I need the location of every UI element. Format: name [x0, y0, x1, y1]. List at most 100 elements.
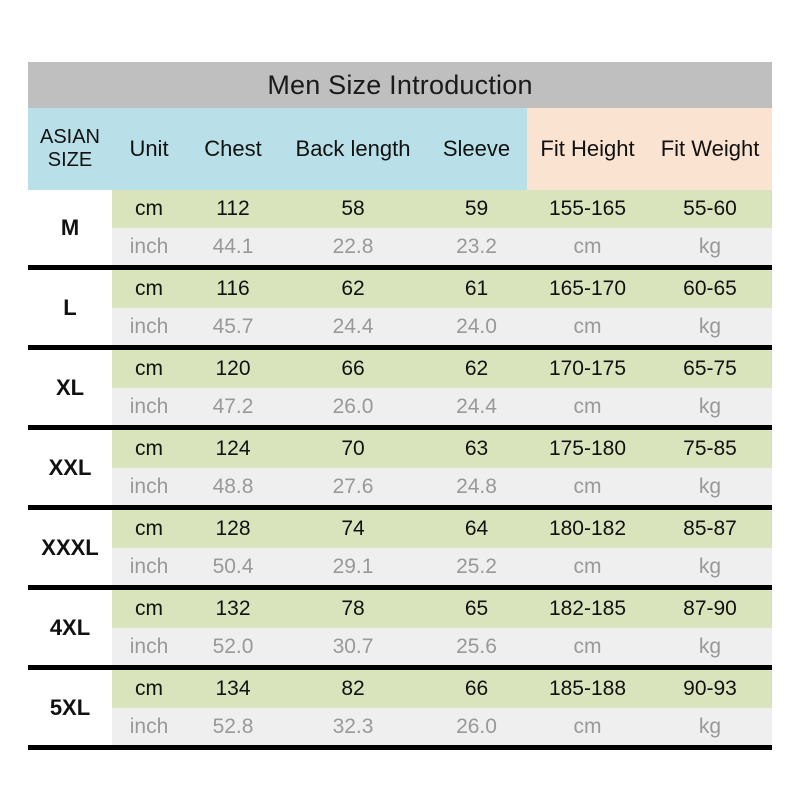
asian-size-line-2: SIZE: [47, 149, 93, 171]
row-separator: [28, 265, 772, 270]
cell-chest-cm: 120: [186, 350, 280, 388]
cell-back-length-cm: 66: [280, 350, 426, 388]
cell-fit-height-inch: cm: [527, 388, 648, 425]
cell-back-length-cm: 78: [280, 590, 426, 628]
cell-sleeve-inch: 24.4: [426, 388, 527, 425]
cell-chest-cm: 132: [186, 590, 280, 628]
cell-fit-weight-cm: 85-87: [648, 510, 772, 548]
size-table: ASIAN SIZE Unit Chest Back length Sleeve…: [28, 108, 772, 750]
cell-unit-cm: cm: [112, 190, 186, 228]
cell-sleeve-inch: 23.2: [426, 228, 527, 265]
cell-chest-inch: 52.8: [186, 708, 280, 745]
cell-back-length-inch: 32.3: [280, 708, 426, 745]
cell-chest-inch: 45.7: [186, 308, 280, 345]
cell-fit-height-cm: 165-170: [527, 270, 648, 308]
size-label-4xl: 4XL: [28, 590, 112, 665]
cell-fit-weight-cm: 55-60: [648, 190, 772, 228]
cell-back-length-cm: 62: [280, 270, 426, 308]
row-separator: [28, 585, 772, 590]
cell-fit-weight-cm: 87-90: [648, 590, 772, 628]
cell-fit-weight-inch: kg: [648, 468, 772, 505]
cell-back-length-inch: 22.8: [280, 228, 426, 265]
cell-chest-inch: 48.8: [186, 468, 280, 505]
column-header-back-length: Back length: [280, 108, 426, 190]
cell-fit-height-inch: cm: [527, 308, 648, 345]
cell-fit-height-cm: 185-188: [527, 670, 648, 708]
cell-chest-cm: 134: [186, 670, 280, 708]
cell-fit-weight-cm: 60-65: [648, 270, 772, 308]
table-bottom-rule: [28, 745, 772, 750]
table-row: XXL cm 124 70 63 175-180 75-85: [28, 430, 772, 505]
cell-unit-inch: inch: [112, 388, 186, 425]
column-header-fit-height: Fit Height: [527, 108, 648, 190]
column-header-sleeve: Sleeve: [426, 108, 527, 190]
cell-back-length-inch: 29.1: [280, 548, 426, 585]
cell-chest-cm: 112: [186, 190, 280, 228]
cell-fit-height-cm: 182-185: [527, 590, 648, 628]
cell-sleeve-inch: 24.0: [426, 308, 527, 345]
cell-unit-inch: inch: [112, 308, 186, 345]
cell-sleeve-cm: 61: [426, 270, 527, 308]
column-header-chest: Chest: [186, 108, 280, 190]
table-row: inch 50.4 29.1 25.2 cm kg: [28, 548, 772, 585]
cell-fit-height-inch: cm: [527, 628, 648, 665]
cell-unit-inch: inch: [112, 628, 186, 665]
asian-size-line-1: ASIAN: [39, 126, 101, 148]
cell-fit-height-inch: cm: [527, 548, 648, 585]
cell-sleeve-inch: 26.0: [426, 708, 527, 745]
table-row: inch 45.7 24.4 24.0 cm kg: [28, 308, 772, 345]
row-separator-bar: [28, 425, 772, 430]
size-label-xxxl: XXXL: [28, 510, 112, 585]
size-label-5xl: 5XL: [28, 670, 112, 745]
table-row: 4XL cm 132 78 65 182-185 87-90: [28, 590, 772, 665]
row-separator-bar: [28, 265, 772, 270]
table-bottom-rule-bar: [28, 745, 772, 750]
column-header-unit: Unit: [112, 108, 186, 190]
row-separator-bar: [28, 585, 772, 590]
table-header-row: ASIAN SIZE Unit Chest Back length Sleeve…: [28, 108, 772, 190]
cell-fit-height-inch: cm: [527, 228, 648, 265]
cell-sleeve-inch: 25.2: [426, 548, 527, 585]
table-row: 5XL cm 134 82 66 185-188 90-93: [28, 670, 772, 745]
cell-chest-cm: 124: [186, 430, 280, 468]
cell-sleeve-cm: 66: [426, 670, 527, 708]
table-row: inch 44.1 22.8 23.2 cm kg: [28, 228, 772, 265]
cell-fit-weight-inch: kg: [648, 308, 772, 345]
cell-back-length-inch: 24.4: [280, 308, 426, 345]
size-chart: Men Size Introduction ASIAN SIZE Unit Ch…: [28, 62, 772, 750]
cell-unit-cm: cm: [112, 270, 186, 308]
cell-chest-inch: 52.0: [186, 628, 280, 665]
cell-fit-weight-inch: kg: [648, 228, 772, 265]
cell-back-length-inch: 26.0: [280, 388, 426, 425]
table-row: XL cm 120 66 62 170-175 65-75: [28, 350, 772, 425]
cell-fit-weight-cm: 90-93: [648, 670, 772, 708]
cell-unit-inch: inch: [112, 708, 186, 745]
cell-sleeve-cm: 64: [426, 510, 527, 548]
size-label-m: M: [28, 190, 112, 265]
cell-unit-inch: inch: [112, 228, 186, 265]
cell-fit-weight-inch: kg: [648, 708, 772, 745]
cell-unit-cm: cm: [112, 670, 186, 708]
cell-back-length-cm: 58: [280, 190, 426, 228]
table-row: XXXL cm 128 74 64 180-182 85-87: [28, 510, 772, 585]
cell-fit-height-cm: 170-175: [527, 350, 648, 388]
cell-unit-inch: inch: [112, 468, 186, 505]
table-row: inch 47.2 26.0 24.4 cm kg: [28, 388, 772, 425]
cell-back-length-cm: 82: [280, 670, 426, 708]
column-header-asian-size: ASIAN SIZE: [28, 108, 112, 190]
cell-unit-inch: inch: [112, 548, 186, 585]
row-separator: [28, 345, 772, 350]
table-row: inch 52.8 32.3 26.0 cm kg: [28, 708, 772, 745]
page-title: Men Size Introduction: [28, 62, 772, 108]
cell-fit-height-cm: 175-180: [527, 430, 648, 468]
cell-unit-cm: cm: [112, 510, 186, 548]
cell-fit-height-inch: cm: [527, 708, 648, 745]
cell-fit-height-cm: 155-165: [527, 190, 648, 228]
row-separator: [28, 505, 772, 510]
cell-back-length-cm: 74: [280, 510, 426, 548]
cell-fit-weight-inch: kg: [648, 628, 772, 665]
row-separator: [28, 425, 772, 430]
